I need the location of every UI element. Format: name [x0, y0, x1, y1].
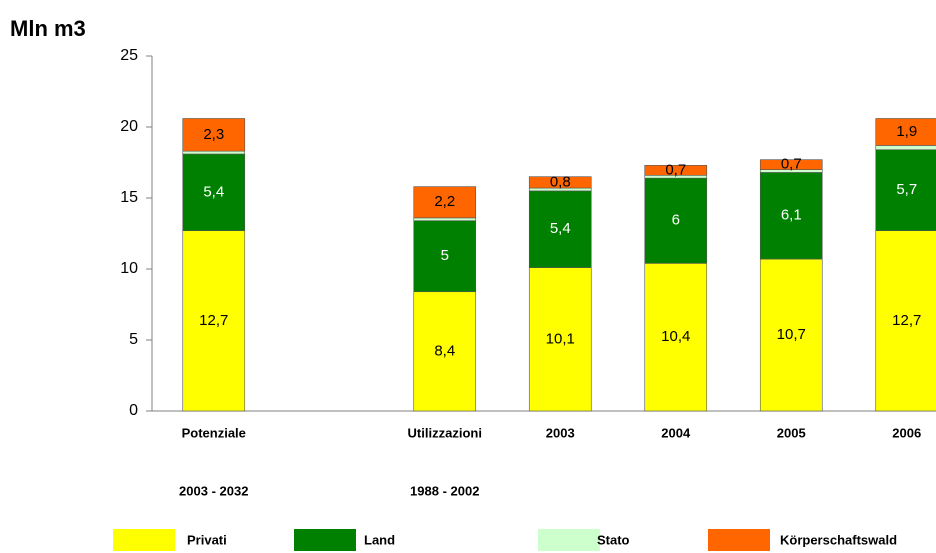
- bar-segment: [644, 165, 708, 176]
- x-tick-label: Utilizzazioni: [408, 425, 482, 440]
- legend-swatch: [538, 529, 600, 551]
- bar-segment: [875, 118, 936, 146]
- data-label: 12,7: [892, 312, 921, 329]
- bar-segment: [182, 153, 246, 231]
- data-label: 5,4: [550, 220, 571, 237]
- x-tick-label: Potenziale: [182, 425, 246, 440]
- y-tick-label: 10: [120, 260, 138, 277]
- y-tick-label: 15: [120, 189, 138, 206]
- y-tick-label: 20: [120, 118, 138, 135]
- y-tick-label: 0: [129, 402, 138, 419]
- legend-label: Privati: [187, 532, 227, 547]
- legend-swatch: [113, 529, 175, 551]
- data-label: 2,3: [203, 126, 224, 143]
- data-label: 6: [672, 212, 680, 229]
- data-label: 5: [441, 247, 449, 264]
- legend-label: Land: [364, 532, 395, 547]
- bar-segment: [875, 149, 936, 231]
- x-tick-label: 2005: [777, 425, 806, 440]
- legend-swatch: [294, 529, 356, 551]
- bar-segment: [413, 217, 477, 222]
- bar-segment: [528, 176, 592, 189]
- bar-segment: [644, 177, 708, 264]
- bar-segment: [182, 118, 246, 152]
- bar-segment: [413, 291, 477, 412]
- x-tick-label: 2004: [661, 425, 691, 440]
- x-tick-label: 2003: [546, 425, 575, 440]
- y-tick-label: 25: [120, 47, 138, 64]
- data-label: 0,8: [550, 173, 571, 190]
- x-tick-label: 2003 - 2032: [179, 483, 248, 498]
- data-label: 5,4: [203, 183, 224, 200]
- bar-segment: [759, 159, 823, 170]
- bar-segment: [644, 263, 708, 412]
- data-label: 12,7: [199, 312, 228, 329]
- data-label: 10,1: [546, 330, 575, 347]
- legend-label: Körperschaftswald: [780, 532, 897, 547]
- chart-title: Mln m3: [10, 16, 86, 41]
- bar-segment: [875, 230, 936, 412]
- bar-segment: [875, 145, 936, 151]
- data-label: 5,7: [896, 181, 917, 198]
- bar-segment: [528, 190, 592, 268]
- legend-label: Stato: [597, 532, 630, 547]
- x-tick-label: 1988 - 2002: [410, 483, 479, 498]
- data-label: 2,2: [434, 193, 455, 210]
- x-tick-label: 2006: [892, 425, 921, 440]
- data-label: 6,1: [781, 207, 802, 224]
- bar-segment: [759, 258, 823, 412]
- bar-segment: [759, 172, 823, 260]
- bar-segment: [413, 220, 477, 293]
- bar-segment: [182, 230, 246, 412]
- data-label: 10,4: [661, 328, 690, 345]
- data-label: 1,9: [896, 123, 917, 140]
- data-label: 0,7: [781, 156, 802, 173]
- bar-segment: [413, 186, 477, 219]
- data-label: 8,4: [434, 342, 455, 359]
- y-tick-label: 5: [129, 331, 138, 348]
- legend-swatch: [708, 529, 770, 551]
- bar-segment: [182, 150, 246, 155]
- data-label: 0,7: [665, 161, 686, 178]
- data-label: 10,7: [777, 326, 806, 343]
